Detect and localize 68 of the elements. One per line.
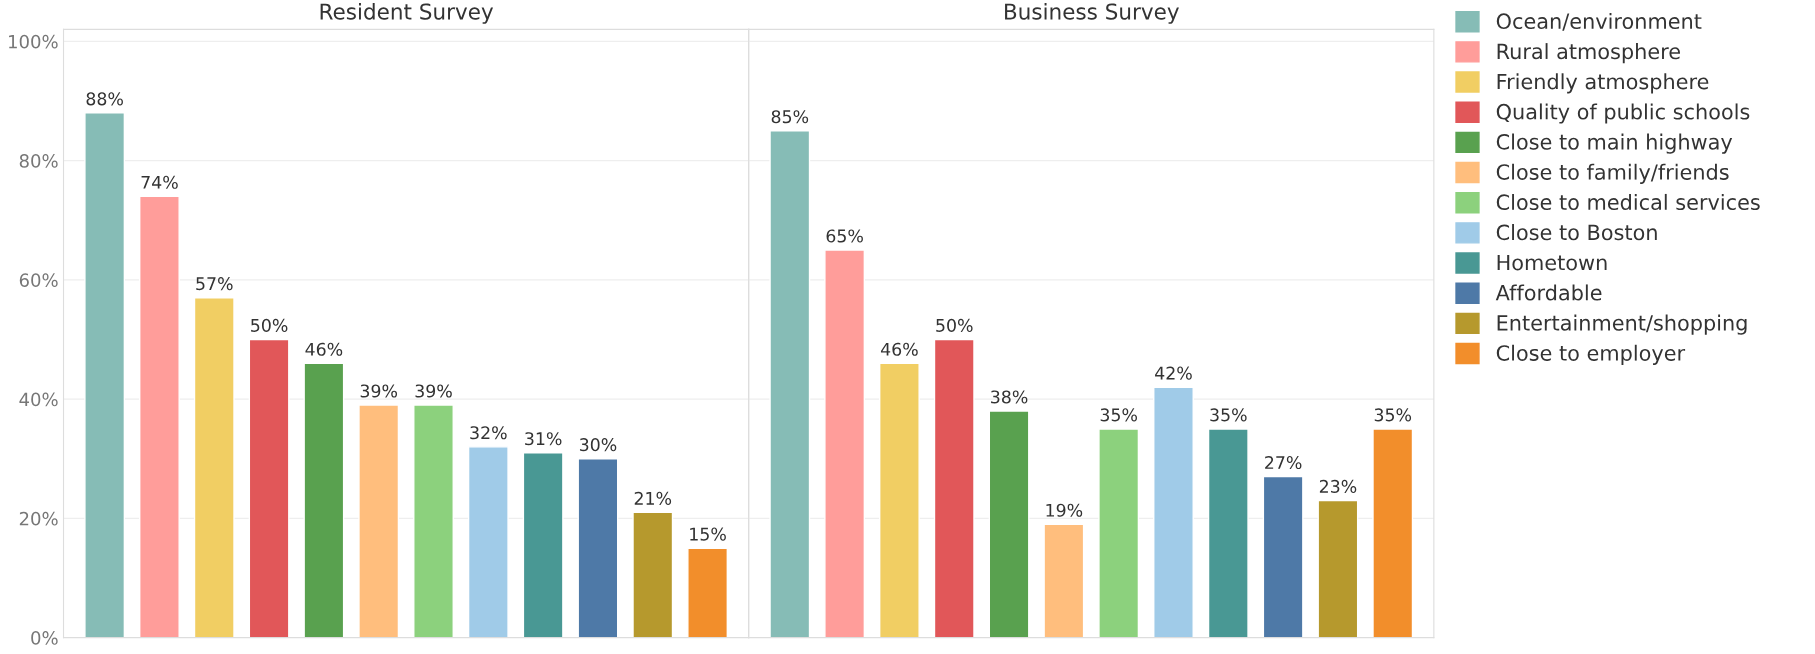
bar: [1317, 499, 1359, 638]
bar: [878, 362, 920, 638]
bar: [358, 404, 400, 638]
bar: [1098, 428, 1140, 638]
data-label: 19%: [1046, 503, 1083, 517]
bar: [988, 410, 1030, 638]
bar: [139, 195, 180, 638]
legend-label: Rural atmosphere: [1497, 43, 1680, 64]
bar: [769, 130, 811, 638]
data-label: 50%: [936, 318, 973, 332]
data-label: 32%: [470, 426, 507, 440]
data-label: 35%: [1210, 408, 1247, 422]
bar: [933, 338, 975, 638]
data-label: 35%: [1374, 408, 1412, 422]
data-label: 85%: [771, 110, 809, 124]
bar: [1262, 475, 1304, 638]
bar: [577, 458, 619, 638]
legend-label: Close to family/friends: [1496, 163, 1729, 184]
y-tick-label: 40%: [19, 392, 58, 407]
legend-label: Entertainment/shopping: [1497, 314, 1747, 335]
y-tick-label: 80%: [19, 154, 58, 168]
data-label: 39%: [360, 384, 398, 398]
legend-label: Close to medical services: [1496, 193, 1760, 211]
y-tick-label: 0%: [31, 631, 58, 645]
bar: [1043, 523, 1085, 638]
y-tick-label: 20%: [19, 511, 58, 526]
bar: [467, 446, 509, 638]
data-label: 39%: [415, 384, 452, 398]
legend-label: Close to Boston: [1496, 224, 1657, 241]
bar: [824, 249, 866, 638]
x-tick-label: Business Survey: [1005, 3, 1179, 24]
bar: [1153, 386, 1194, 638]
data-label: 57%: [196, 277, 233, 291]
y-tick-label: 100%: [9, 34, 58, 49]
bar: [248, 338, 290, 638]
bar: [84, 112, 126, 638]
bar: [522, 452, 564, 638]
bar: [1207, 428, 1249, 638]
data-label: 21%: [634, 491, 672, 505]
legend-label: Ocean/environment: [1496, 12, 1702, 31]
data-label: 35%: [1100, 408, 1138, 422]
bar: [687, 547, 729, 638]
bar: [413, 404, 454, 638]
legend-label: Friendly atmosphere: [1497, 73, 1709, 94]
data-label: 50%: [251, 318, 288, 332]
data-label: 31%: [525, 432, 562, 446]
data-label: 46%: [880, 342, 918, 356]
y-tick-label: 60%: [19, 273, 58, 287]
bar: [303, 362, 345, 638]
data-label: 27%: [1265, 455, 1302, 470]
data-label: 30%: [579, 438, 617, 452]
legend-label: Close to main highway: [1496, 133, 1733, 154]
bar: [193, 297, 235, 638]
data-label: 42%: [1155, 366, 1192, 380]
data-label: 65%: [826, 229, 863, 243]
data-label: 74%: [141, 175, 178, 189]
data-label: 23%: [1319, 479, 1357, 493]
legend-label: Close to employer: [1496, 344, 1686, 365]
data-label: 15%: [690, 527, 726, 541]
legend-label: Hometown: [1497, 254, 1607, 271]
x-tick-label: Resident Survey: [320, 3, 494, 24]
legend-label: Quality of public schools: [1496, 103, 1750, 124]
data-label: 38%: [991, 390, 1028, 404]
legend-label: Affordable: [1495, 284, 1602, 301]
bar: [632, 511, 674, 638]
data-label: 46%: [305, 342, 343, 356]
data-label: 88%: [86, 92, 123, 106]
bar: [1372, 428, 1414, 638]
